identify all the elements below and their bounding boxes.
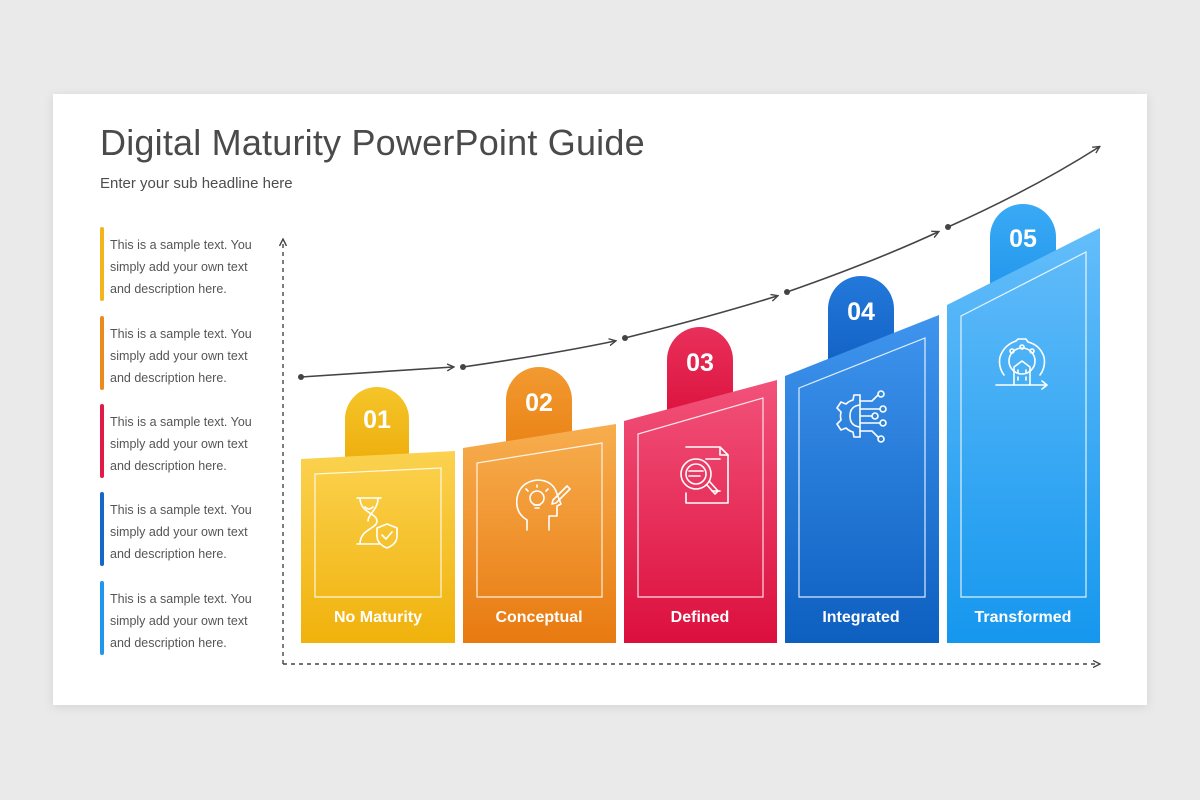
stage-number: 01 <box>363 406 391 434</box>
stage-tab <box>506 367 572 444</box>
stage-bar <box>463 424 616 643</box>
note-color-bar <box>100 404 104 478</box>
note-text: This is a sample text. You simply add yo… <box>110 592 252 650</box>
stage-bar <box>947 228 1100 643</box>
hourglass-shield-icon <box>356 497 398 549</box>
gear-building-icon <box>995 338 1048 390</box>
stage-01: 01 No Maturity <box>301 387 455 643</box>
stage-03: 03 Defined <box>624 327 777 643</box>
stage-02: 02 Conceptual <box>463 367 616 643</box>
stage-number: 02 <box>525 389 553 417</box>
note-text: This is a sample text. You simply add yo… <box>110 238 252 296</box>
head-lightbulb-pencil-icon <box>515 479 571 531</box>
stage-bar <box>301 451 455 643</box>
note-text: This is a sample text. You simply add yo… <box>110 415 252 473</box>
slide-title: Digital Maturity PowerPoint Guide <box>100 122 645 163</box>
note-color-bar <box>100 581 104 655</box>
stage-05: 05 Transformed <box>947 204 1100 643</box>
slide: Digital Maturity PowerPoint Guide Enter … <box>53 94 1147 705</box>
stage-number: 03 <box>686 349 714 377</box>
note-text: This is a sample text. You simply add yo… <box>110 503 252 561</box>
note-item: This is a sample text. You simply add yo… <box>100 492 265 566</box>
stage-bar <box>624 380 777 643</box>
stage-label: Integrated <box>822 609 899 626</box>
note-item: This is a sample text. You simply add yo… <box>100 227 265 301</box>
stage-frame <box>314 467 442 598</box>
stage-frame <box>476 442 603 598</box>
gear-circuit-icon <box>836 390 887 443</box>
stage-label: Conceptual <box>495 609 582 626</box>
stage-frame <box>798 337 926 598</box>
stage-label: Transformed <box>975 609 1072 626</box>
stage-frame <box>960 251 1087 598</box>
note-color-bar <box>100 316 104 390</box>
note-color-bar <box>100 492 104 566</box>
note-item: This is a sample text. You simply add yo… <box>100 404 265 478</box>
growth-curve <box>298 147 1099 380</box>
note-text: This is a sample text. You simply add yo… <box>110 327 252 385</box>
stage-label: Defined <box>671 609 730 626</box>
note-item: This is a sample text. You simply add yo… <box>100 316 265 390</box>
stage-tab <box>667 327 733 411</box>
note-color-bar <box>100 227 104 301</box>
stage-label: No Maturity <box>334 609 422 626</box>
maturity-diagram: 01 No Maturity 02 <box>53 94 1147 705</box>
stage-number: 04 <box>847 298 875 326</box>
stage-04: 04 Integrated <box>785 276 939 643</box>
stage-tab <box>345 387 409 457</box>
slide-subtitle: Enter your sub headline here <box>100 175 293 192</box>
stage-number: 05 <box>1009 225 1037 253</box>
stage-frame <box>637 397 764 598</box>
note-item: This is a sample text. You simply add yo… <box>100 581 265 655</box>
document-magnifier-icon <box>680 446 729 504</box>
stage-bar <box>785 315 939 643</box>
